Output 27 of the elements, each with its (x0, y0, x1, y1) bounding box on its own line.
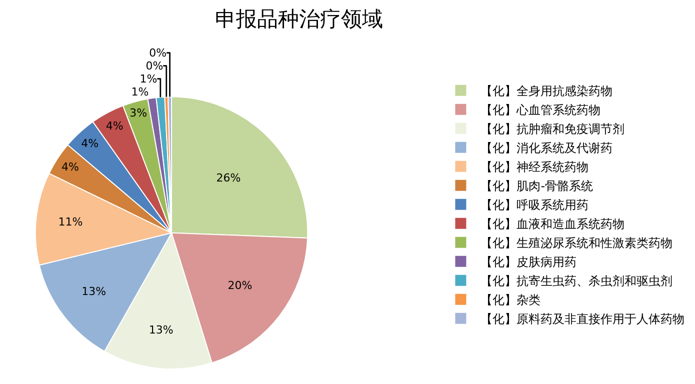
data-label: 20% (228, 278, 252, 292)
data-label: 0% (149, 46, 167, 60)
data-label: 26% (216, 172, 241, 185)
data-label: 13% (82, 285, 106, 298)
data-label: 4% (61, 160, 79, 174)
data-label: 1% (140, 72, 158, 86)
legend-label: 【化】皮肤病用药 (480, 255, 577, 270)
legend-label: 【化】呼吸系统用药 (480, 198, 589, 212)
legend-label: 【化】消化系统及代谢药 (480, 141, 613, 156)
data-label: 1% (131, 85, 149, 98)
data-label: 4% (106, 120, 124, 133)
data-label: 4% (81, 137, 99, 150)
legend-label: 【化】抗寄生虫药、杀虫剂和驱虫剂 (480, 274, 673, 288)
legend-label: 【化】原料药及非直接作用于人体药物 (480, 312, 685, 326)
legend-label: 【化】全身用抗感染药物 (480, 84, 613, 98)
chart-title: 申报品种治疗领域 (214, 7, 383, 32)
legend-label: 【化】血液和造血系统药物 (480, 217, 625, 232)
data-label: 3% (130, 106, 148, 120)
legend-label: 【化】心血管系统药物 (480, 103, 601, 118)
legend-label: 【化】杂类 (480, 293, 541, 308)
legend-label: 【化】神经系统药物 (480, 160, 589, 174)
data-label: 11% (58, 216, 83, 229)
legend-label: 【化】抗肿瘤和免疫调节剂 (480, 122, 625, 136)
legend-label: 【化】肌肉-骨骼系统 (480, 179, 594, 194)
data-label: 0% (146, 59, 164, 72)
legend-label: 【化】生殖泌尿系统和性激素类药物 (480, 236, 673, 250)
data-label: 13% (148, 323, 174, 336)
